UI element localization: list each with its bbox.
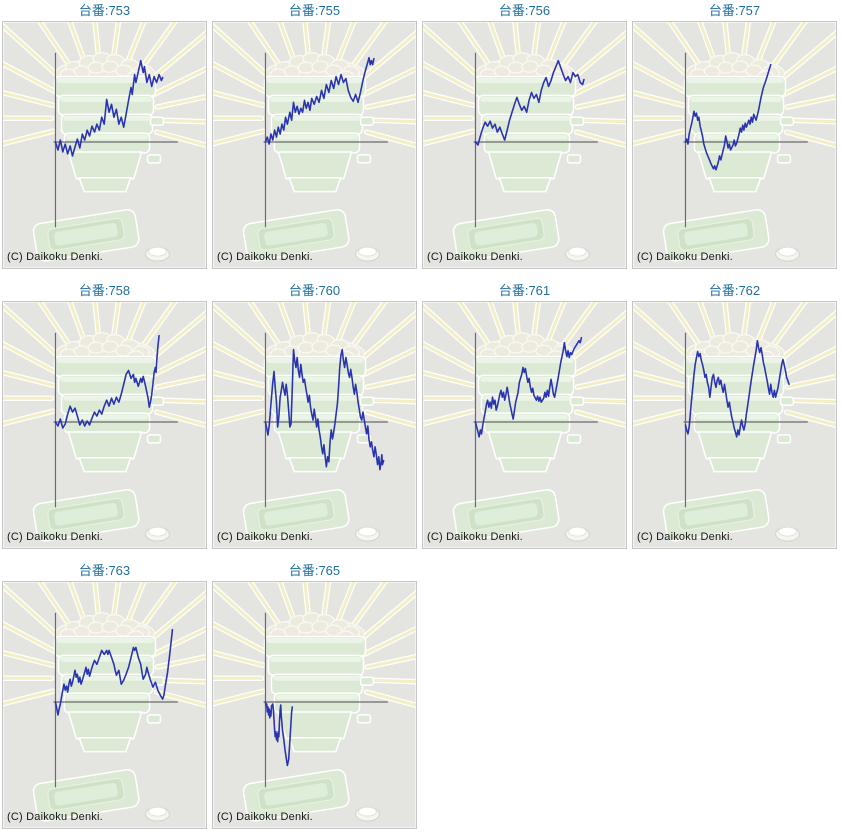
chart-panel: (C) Daikoku Denki.: [632, 301, 837, 549]
slump-graph: [683, 52, 808, 228]
slump-graph: [53, 52, 178, 228]
copyright-label: (C) Daikoku Denki.: [7, 531, 103, 543]
machine-chart-cell: 台番:757 (C) Daikoku Denki.: [632, 2, 837, 269]
machine-chart-cell: 台番:755 (C) Daikoku Denki.: [212, 2, 417, 269]
chart-panel: (C) Daikoku Denki.: [2, 301, 207, 549]
machine-number-title[interactable]: 台番:758: [78, 283, 131, 298]
chart-panel: (C) Daikoku Denki.: [632, 21, 837, 269]
chart-panel: (C) Daikoku Denki.: [212, 301, 417, 549]
machine-number-title[interactable]: 台番:763: [78, 563, 131, 578]
machine-number-title[interactable]: 台番:757: [708, 3, 761, 18]
copyright-label: (C) Daikoku Denki.: [427, 531, 523, 543]
machine-chart-cell: 台番:761 (C) Daikoku Denki.: [422, 282, 627, 549]
machine-number-title[interactable]: 台番:753: [78, 3, 131, 18]
chart-panel: (C) Daikoku Denki.: [2, 581, 207, 829]
slump-graph: [53, 332, 178, 508]
chart-panel: (C) Daikoku Denki.: [2, 21, 207, 269]
copyright-label: (C) Daikoku Denki.: [217, 811, 313, 823]
slump-graph: [683, 332, 808, 508]
machine-chart-cell: 台番:758 (C) Daikoku Denki.: [2, 282, 207, 549]
slump-graph: [473, 332, 598, 508]
copyright-label: (C) Daikoku Denki.: [217, 251, 313, 263]
machine-chart-cell: 台番:756 (C) Daikoku Denki.: [422, 2, 627, 269]
machine-number-title[interactable]: 台番:760: [288, 283, 341, 298]
slump-graph: [263, 612, 388, 788]
machine-number-title[interactable]: 台番:762: [708, 283, 761, 298]
copyright-label: (C) Daikoku Denki.: [7, 811, 103, 823]
slump-graph: [263, 332, 388, 508]
machine-chart-cell: 台番:762 (C) Daikoku Denki.: [632, 282, 837, 549]
machine-number-title[interactable]: 台番:755: [288, 3, 341, 18]
machine-chart-cell: 台番:765 (C) Daikoku Denki.: [212, 562, 417, 829]
copyright-label: (C) Daikoku Denki.: [427, 251, 523, 263]
machine-number-title[interactable]: 台番:761: [498, 283, 551, 298]
slump-graph: [473, 52, 598, 228]
copyright-label: (C) Daikoku Denki.: [637, 251, 733, 263]
copyright-label: (C) Daikoku Denki.: [637, 531, 733, 543]
chart-panel: (C) Daikoku Denki.: [212, 21, 417, 269]
machine-chart-cell: 台番:763 (C) Daikoku Denki.: [2, 562, 207, 829]
machine-chart-cell: 台番:753 (C) Daikoku Denki.: [2, 2, 207, 269]
chart-panel: (C) Daikoku Denki.: [422, 21, 627, 269]
slump-graph: [53, 612, 178, 788]
machine-chart-cell: 台番:760 (C) Daikoku Denki.: [212, 282, 417, 549]
slump-graph: [263, 52, 388, 228]
machine-number-title[interactable]: 台番:756: [498, 3, 551, 18]
machine-number-title[interactable]: 台番:765: [288, 563, 341, 578]
chart-panel: (C) Daikoku Denki.: [212, 581, 417, 829]
copyright-label: (C) Daikoku Denki.: [217, 531, 313, 543]
chart-panel: (C) Daikoku Denki.: [422, 301, 627, 549]
copyright-label: (C) Daikoku Denki.: [7, 251, 103, 263]
